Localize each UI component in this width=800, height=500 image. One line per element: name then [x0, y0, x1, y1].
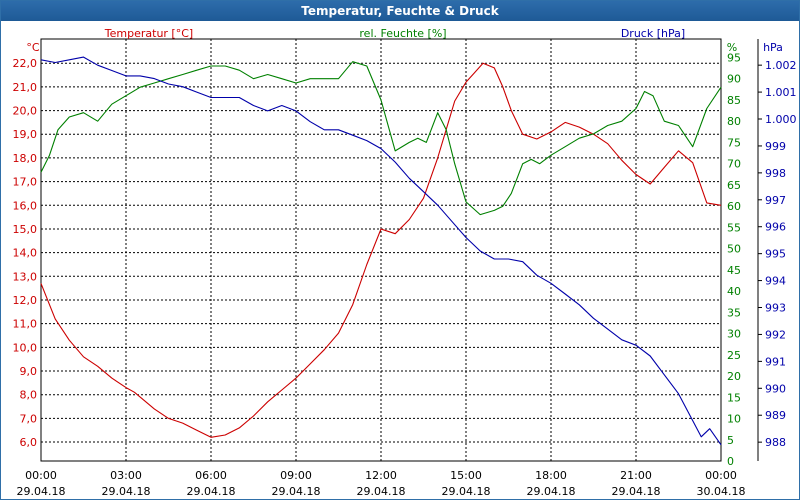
axes: 00:00 29.04.18 03:00 29.04.18 06:00 29.04.18 0…: [13, 38, 797, 498]
x-tick-date: 29.04.18: [17, 485, 66, 498]
x-tick-time: 06:00: [195, 469, 227, 482]
humidity-tick-label: 20: [727, 370, 741, 383]
temperature-tick-label: 20,0: [13, 105, 38, 118]
temperature-tick-label: 22,0: [13, 57, 38, 70]
series-line-pressure: [40, 56, 722, 446]
pressure-tick-label: 989: [765, 409, 786, 422]
temperature-tick-label: 11,0: [13, 318, 38, 331]
temperature-axis-unit: °C: [26, 41, 40, 54]
humidity-tick-label: 80: [727, 115, 741, 128]
humidity-tick-label: 95: [727, 51, 741, 64]
humidity-axis-label: rel. Feuchte [%]: [359, 27, 446, 40]
pressure-tick-label: 994: [765, 275, 786, 288]
humidity-tick-label: 65: [727, 179, 741, 192]
x-tick-date: 29.04.18: [357, 485, 406, 498]
humidity-tick-label: 90: [727, 73, 741, 86]
humidity-tick-label: 50: [727, 243, 741, 256]
temperature-tick-label: 12,0: [13, 294, 38, 307]
humidity-axis-unit: %: [727, 41, 737, 54]
series-line-humidity: [40, 61, 722, 216]
x-tick-time: 03:00: [110, 469, 142, 482]
x-tick-date: 29.04.18: [102, 485, 151, 498]
humidity-tick-label: 25: [727, 349, 741, 362]
temperature-tick-label: 13,0: [13, 270, 38, 283]
humidity-tick-label: 0: [727, 455, 734, 468]
chart-title: Temperatur, Feuchte & Druck: [1, 1, 799, 21]
temperature-axis-label: Temperatur [°C]: [104, 27, 193, 40]
pressure-tick-label: 1.002: [765, 59, 797, 72]
pressure-tick-label: 993: [765, 302, 786, 315]
temperature-tick-label: 15,0: [13, 223, 38, 236]
pressure-tick-label: 997: [765, 194, 786, 207]
x-tick-time: 21:00: [620, 469, 652, 482]
temperature-tick-label: 10,0: [13, 341, 38, 354]
x-tick-date: 30.04.18: [697, 485, 746, 498]
x-tick-time: 09:00: [280, 469, 312, 482]
x-tick-time: 00:00: [705, 469, 737, 482]
axis-labels: °C Temperatur [°C] rel. Feuchte [%] % Dr…: [26, 27, 783, 54]
pressure-tick-label: 991: [765, 355, 786, 368]
humidity-tick-label: 70: [727, 158, 741, 171]
humidity-tick-label: 55: [727, 221, 741, 234]
humidity-tick-label: 60: [727, 200, 741, 213]
grid: [40, 39, 722, 461]
temperature-tick-label: 9,0: [20, 365, 38, 378]
pressure-tick-label: 1.001: [765, 86, 797, 99]
temperature-tick-label: 21,0: [13, 81, 38, 94]
pressure-tick-label: 998: [765, 167, 786, 180]
pressure-axis-label: Druck [hPa]: [621, 27, 685, 40]
x-tick-time: 00:00: [25, 469, 57, 482]
humidity-tick-label: 75: [727, 136, 741, 149]
temperature-tick-label: 14,0: [13, 247, 38, 260]
humidity-tick-label: 30: [727, 328, 741, 341]
temperature-tick-label: 7,0: [20, 412, 38, 425]
pressure-tick-label: 995: [765, 248, 786, 261]
humidity-tick-label: 10: [727, 413, 741, 426]
temperature-tick-label: 18,0: [13, 152, 38, 165]
x-tick-date: 29.04.18: [272, 485, 321, 498]
temperature-tick-label: 8,0: [20, 389, 38, 402]
x-tick-date: 29.04.18: [442, 485, 491, 498]
series-lines: [40, 56, 722, 446]
x-tick-time: 18:00: [535, 469, 567, 482]
pressure-tick-label: 999: [765, 140, 786, 153]
humidity-tick-label: 85: [727, 94, 741, 107]
humidity-tick-label: 15: [727, 391, 741, 404]
humidity-tick-label: 35: [727, 306, 741, 319]
pressure-tick-label: 992: [765, 328, 786, 341]
pressure-axis-unit: hPa: [763, 41, 783, 54]
pressure-tick-label: 990: [765, 382, 786, 395]
pressure-tick-label: 988: [765, 436, 786, 449]
temperature-tick-label: 6,0: [20, 436, 38, 449]
x-tick-time: 15:00: [450, 469, 482, 482]
x-tick-date: 29.04.18: [612, 485, 661, 498]
plot-border: [40, 38, 722, 462]
temperature-tick-label: 16,0: [13, 199, 38, 212]
x-tick-date: 29.04.18: [527, 485, 576, 498]
pressure-tick-label: 1.000: [765, 113, 797, 126]
series-line-temperature: [40, 62, 722, 438]
pressure-tick-label: 996: [765, 221, 786, 234]
temperature-tick-label: 17,0: [13, 176, 38, 189]
humidity-tick-label: 40: [727, 285, 741, 298]
temperature-tick-label: 19,0: [13, 128, 38, 141]
x-tick-time: 12:00: [365, 469, 397, 482]
x-tick-date: 29.04.18: [187, 485, 236, 498]
humidity-tick-label: 45: [727, 264, 741, 277]
humidity-tick-label: 5: [727, 434, 734, 447]
